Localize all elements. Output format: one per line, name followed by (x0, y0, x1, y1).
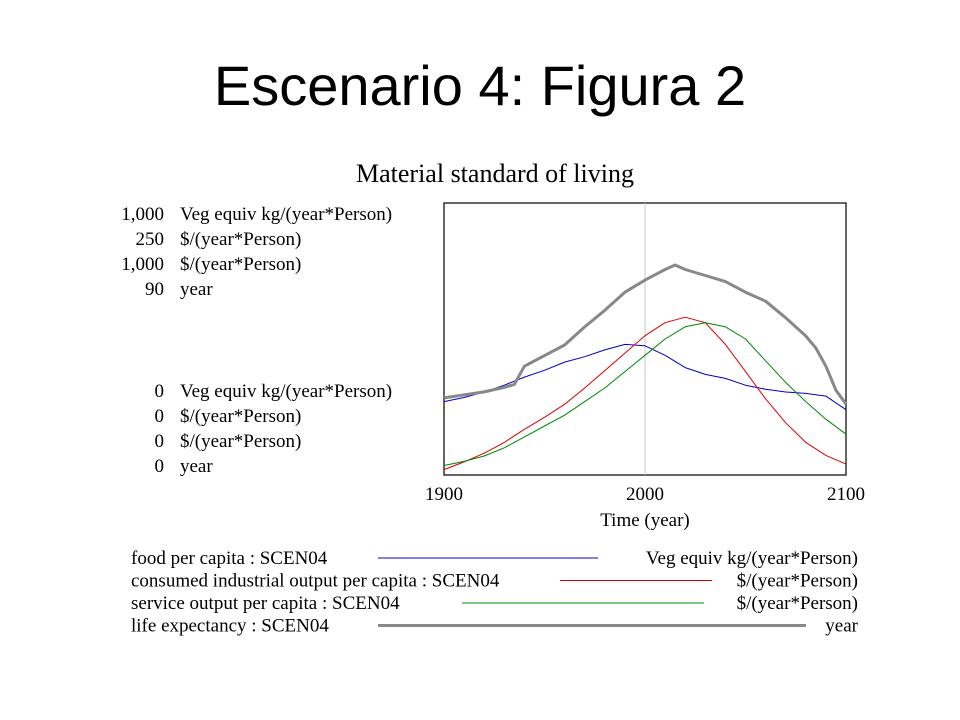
y-axis-max-label-2: 250 (136, 229, 165, 250)
x-tick-label-1: 1900 (425, 484, 463, 505)
x-tick-label-3: 2100 (827, 484, 865, 505)
legend-label-4: life expectancy : SCEN04 (131, 616, 329, 637)
x-axis-label: Time (year) (600, 510, 690, 531)
legend-unit-3: $/(year*Person) (737, 593, 858, 614)
y-axis-max-label-1: 1,000 (121, 204, 164, 225)
y-axis-unit-top-2: $/(year*Person) (180, 229, 301, 250)
y-axis-min-label-2: 0 (155, 406, 165, 427)
y-axis-unit-bottom-1: Veg equiv kg/(year*Person) (180, 381, 392, 402)
y-axis-min-label-4: 0 (155, 456, 165, 477)
legend-label-2: consumed industrial output per capita : … (131, 571, 500, 592)
y-axis-min-label-3: 0 (155, 431, 165, 452)
series-line-4 (443, 263, 848, 405)
y-axis-max-label-3: 1,000 (121, 254, 164, 275)
x-tick-label-2: 2000 (626, 484, 664, 505)
slide-title: Escenario 4: Figura 2 (213, 54, 747, 117)
series-line-3 (443, 322, 847, 466)
legend-label-1: food per capita : SCEN04 (131, 548, 328, 569)
y-axis-unit-bottom-4: year (180, 456, 213, 477)
y-axis-unit-top-3: $/(year*Person) (180, 254, 301, 275)
legend-unit-1: Veg equiv kg/(year*Person) (646, 548, 858, 569)
y-axis-unit-bottom-3: $/(year*Person) (180, 431, 301, 452)
chart-title: Material standard of living (356, 159, 634, 188)
series-line-2 (443, 316, 847, 471)
legend-unit-2: $/(year*Person) (737, 571, 858, 592)
y-axis-unit-bottom-2: $/(year*Person) (180, 406, 301, 427)
y-axis-unit-top-1: Veg equiv kg/(year*Person) (180, 204, 392, 225)
y-axis-unit-top-4: year (180, 279, 213, 300)
y-axis-min-label-1: 0 (155, 381, 165, 402)
legend-label-3: service output per capita : SCEN04 (131, 593, 400, 614)
legend-unit-4: year (825, 616, 858, 637)
y-axis-max-label-4: 90 (145, 279, 164, 300)
